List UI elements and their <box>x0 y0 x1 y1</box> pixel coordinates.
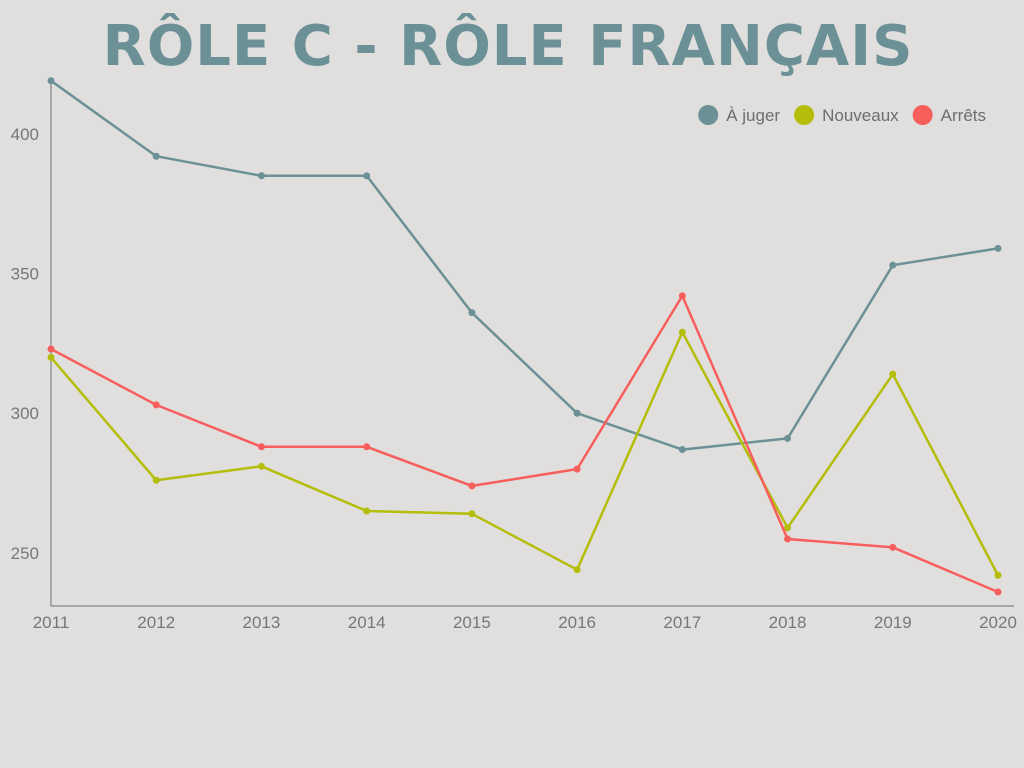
data-point <box>994 571 1002 579</box>
x-tick-label: 2020 <box>979 613 1017 632</box>
data-point <box>994 244 1002 252</box>
data-point <box>678 292 686 300</box>
data-point <box>152 401 160 409</box>
series-layer <box>47 77 1002 596</box>
series-0 <box>47 77 1002 454</box>
data-point <box>573 465 581 473</box>
data-point <box>363 507 371 515</box>
y-tick-label: 400 <box>11 125 39 144</box>
data-point <box>889 543 897 551</box>
legend-label: Arrêts <box>941 106 986 125</box>
legend-marker <box>794 105 815 125</box>
x-tick-label: 2016 <box>558 613 596 632</box>
series-2 <box>47 292 1002 596</box>
x-tick-label: 2018 <box>769 613 807 632</box>
y-tick-label: 350 <box>11 265 39 284</box>
data-point <box>573 566 581 574</box>
data-point <box>573 409 581 417</box>
data-point <box>889 370 897 378</box>
legend-item: Arrêts <box>912 105 986 125</box>
x-tick-label: 2012 <box>137 613 175 632</box>
data-point <box>47 353 55 361</box>
series-line <box>49 294 1000 594</box>
series-1 <box>47 328 1002 579</box>
data-point <box>678 446 686 454</box>
x-tick-label: 2019 <box>874 613 912 632</box>
legend-marker <box>912 105 933 125</box>
x-tick-label: 2017 <box>663 613 701 632</box>
data-point <box>784 524 792 532</box>
data-point <box>257 462 265 470</box>
data-point <box>152 476 160 484</box>
data-point <box>678 328 686 336</box>
axes: 250 300 350 400 2011 2012 2013 2014 2015 2016 2017… <box>11 78 1017 632</box>
y-tick-label: 300 <box>11 404 39 423</box>
data-point <box>784 535 792 543</box>
legend-label: À juger <box>726 106 780 125</box>
data-point <box>468 482 476 490</box>
data-point <box>889 261 897 269</box>
legend-item: À juger <box>698 105 780 125</box>
chart-title: RÔLE C - RÔLE FRANÇAIS <box>102 14 914 79</box>
x-tick-label: 2015 <box>453 613 491 632</box>
series-line <box>49 79 1000 451</box>
legend-item: Nouveaux <box>794 105 899 125</box>
legend-label: Nouveaux <box>822 106 899 125</box>
data-point <box>994 588 1002 596</box>
series-line <box>49 330 1000 577</box>
x-tick-label: 2014 <box>348 613 386 632</box>
data-point <box>257 172 265 180</box>
x-tick-label: 2013 <box>243 613 281 632</box>
legend: À juger Nouveaux Arrêts <box>698 105 986 125</box>
data-point <box>257 443 265 451</box>
data-point <box>363 172 371 180</box>
data-point <box>47 77 55 85</box>
data-point <box>468 309 476 317</box>
legend-marker <box>698 105 719 125</box>
x-tick-label: 2011 <box>33 613 70 632</box>
data-point <box>468 510 476 518</box>
data-point <box>784 434 792 442</box>
data-point <box>47 345 55 353</box>
data-point <box>152 152 160 160</box>
y-tick-label: 250 <box>11 544 39 563</box>
data-point <box>363 443 371 451</box>
